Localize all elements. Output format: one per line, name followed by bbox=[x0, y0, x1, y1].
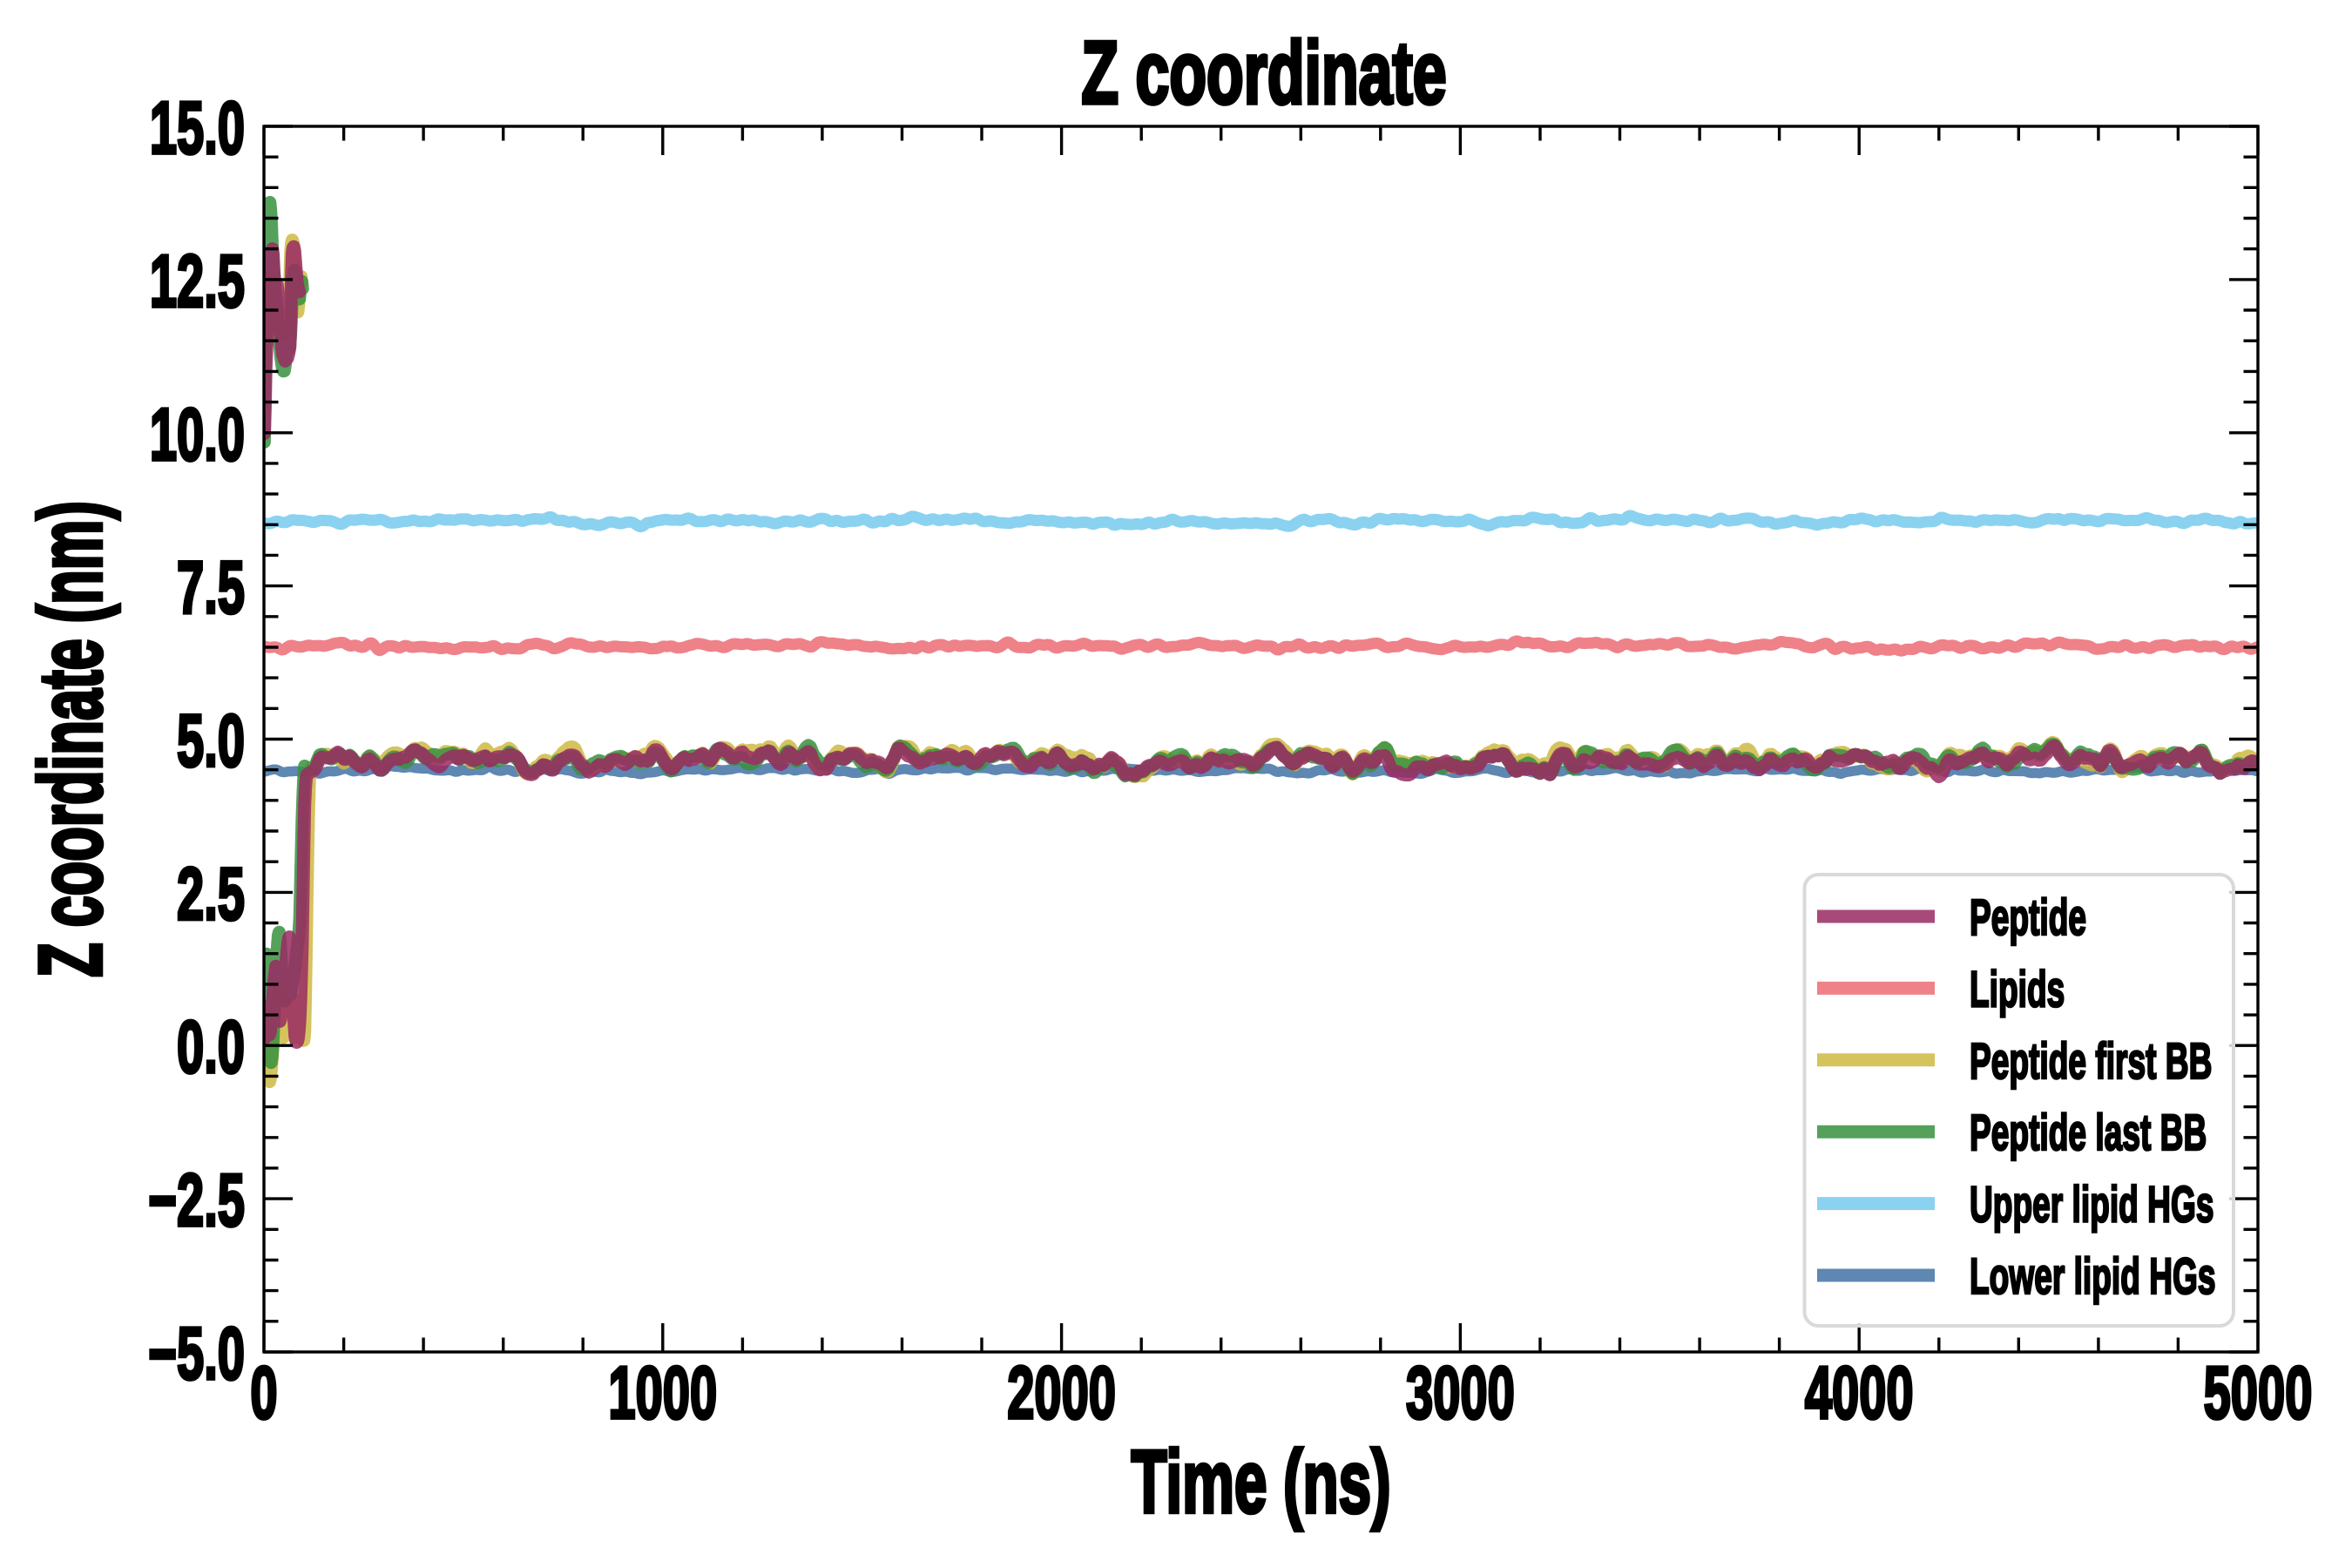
svg-text:10.0: 10.0 bbox=[150, 394, 245, 476]
svg-text:Time (ns): Time (ns) bbox=[1132, 1433, 1391, 1531]
svg-text:5.0: 5.0 bbox=[177, 700, 245, 782]
svg-text:2.5: 2.5 bbox=[177, 854, 245, 936]
svg-text:0: 0 bbox=[250, 1352, 277, 1434]
svg-text:Peptide: Peptide bbox=[1970, 890, 2086, 946]
svg-text:Peptide last BB: Peptide last BB bbox=[1970, 1105, 2207, 1161]
svg-text:Lower lipid HGs: Lower lipid HGs bbox=[1970, 1249, 2216, 1305]
svg-text:Peptide first BB: Peptide first BB bbox=[1970, 1034, 2212, 1090]
svg-text:4000: 4000 bbox=[1805, 1352, 1914, 1434]
svg-text:7.5: 7.5 bbox=[177, 547, 245, 629]
svg-text:−5.0: −5.0 bbox=[148, 1313, 245, 1395]
svg-text:12.5: 12.5 bbox=[150, 240, 245, 322]
svg-text:5000: 5000 bbox=[2204, 1352, 2313, 1434]
svg-text:Z coordinate (nm): Z coordinate (nm) bbox=[22, 501, 120, 977]
svg-text:2000: 2000 bbox=[1007, 1352, 1116, 1434]
svg-text:Z coordinate: Z coordinate bbox=[1081, 23, 1446, 122]
svg-text:Upper lipid HGs: Upper lipid HGs bbox=[1970, 1177, 2213, 1233]
svg-text:−2.5: −2.5 bbox=[148, 1160, 245, 1242]
svg-text:3000: 3000 bbox=[1406, 1352, 1515, 1434]
svg-text:1000: 1000 bbox=[608, 1352, 717, 1434]
svg-text:15.0: 15.0 bbox=[150, 87, 245, 169]
svg-text:0.0: 0.0 bbox=[177, 1007, 245, 1089]
svg-text:Lipids: Lipids bbox=[1970, 962, 2065, 1017]
